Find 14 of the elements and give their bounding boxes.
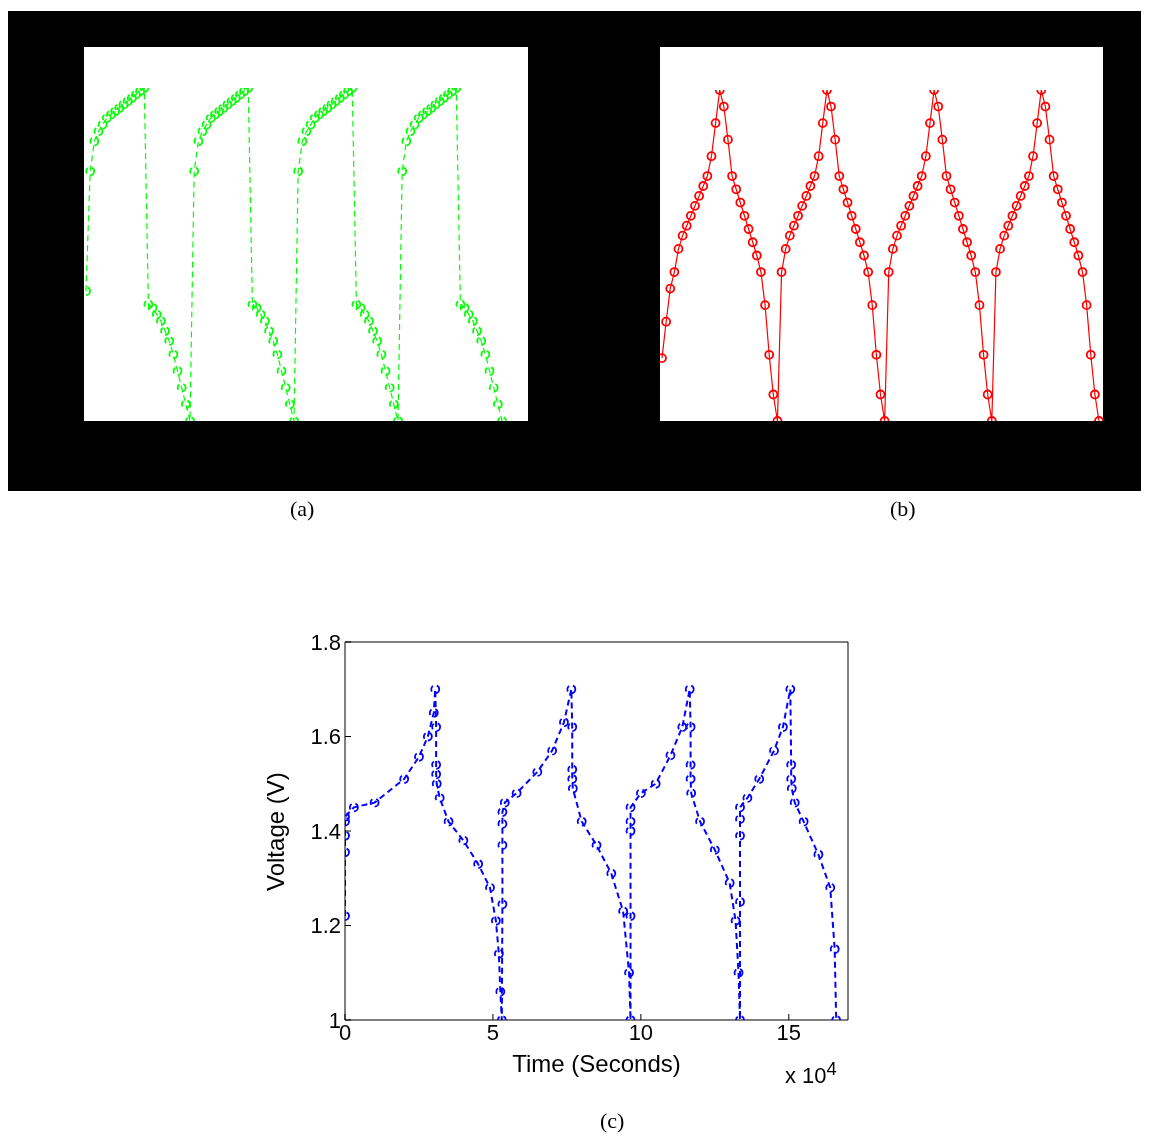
y-tick-label: 1: [328, 1007, 341, 1033]
x-tick-label: 10: [628, 1019, 654, 1045]
y-tick-label: 1.4: [310, 818, 341, 844]
x-tick-label: 15: [776, 1019, 802, 1045]
x-tick-label: 5: [486, 1019, 500, 1045]
x-axis-title: Time (Seconds): [512, 1050, 681, 1077]
text: (b): [890, 496, 916, 521]
y-tick-label: 1.8: [310, 629, 341, 655]
y-axis-title: Voltage (V): [261, 772, 289, 891]
y-tick-label: 1.2: [310, 913, 341, 939]
y-tick-label: 1.6: [310, 724, 341, 750]
text: (a): [290, 496, 315, 521]
text: x 10$^{4}$: [785, 1058, 837, 1089]
text: (c): [600, 1108, 625, 1133]
